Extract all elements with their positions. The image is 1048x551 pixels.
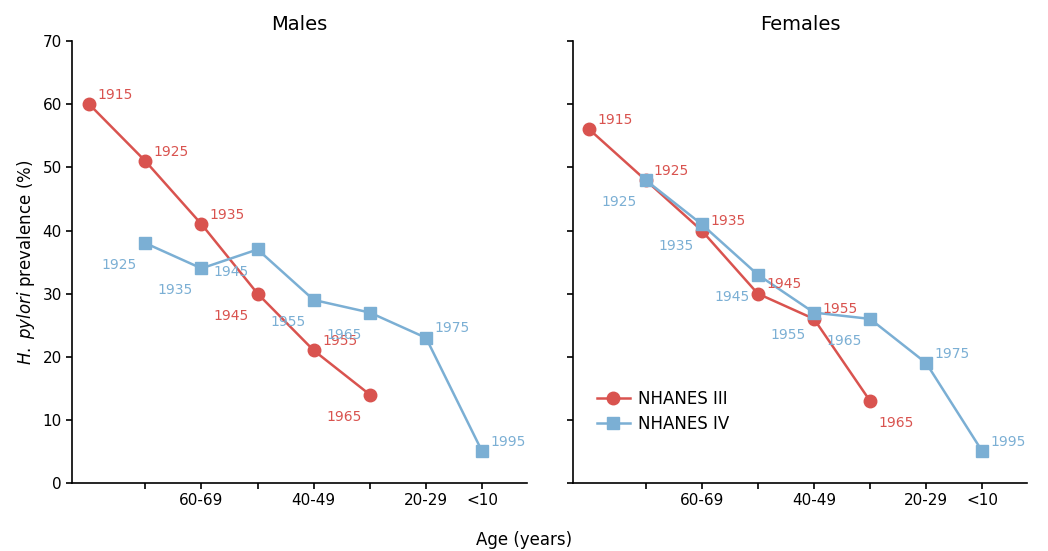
Text: 1945: 1945 [714,290,749,304]
Text: 1925: 1925 [602,195,637,209]
Text: 1995: 1995 [490,435,526,449]
Text: 1945: 1945 [214,264,249,279]
Text: 1955: 1955 [270,315,305,329]
Text: 1975: 1975 [435,321,470,336]
Text: 1965: 1965 [878,416,914,430]
Text: 1935: 1935 [658,239,693,253]
Text: 1915: 1915 [597,113,633,127]
Y-axis label: $\it{H.\ pylori}$ prevalence (%): $\it{H.\ pylori}$ prevalence (%) [15,159,37,365]
Text: 1955: 1955 [823,302,857,316]
Text: 1955: 1955 [770,328,806,342]
Title: Males: Males [271,15,328,34]
Text: 1925: 1925 [654,164,690,177]
Text: 1965: 1965 [326,328,362,342]
Text: 1935: 1935 [158,283,193,298]
Text: 1945: 1945 [214,309,249,323]
Title: Females: Females [760,15,840,34]
Text: 1935: 1935 [210,208,245,222]
Legend: NHANES III, NHANES IV: NHANES III, NHANES IV [590,383,736,439]
Text: 1945: 1945 [766,277,802,291]
Text: 1925: 1925 [102,258,137,272]
Text: 1975: 1975 [935,347,969,360]
Text: 1955: 1955 [322,334,357,348]
Text: 1915: 1915 [97,88,133,102]
Text: Age (years): Age (years) [476,532,572,549]
Text: 1965: 1965 [826,334,861,348]
Text: 1935: 1935 [711,214,745,228]
Text: 1925: 1925 [154,144,189,159]
Text: 1995: 1995 [990,435,1026,449]
Text: 1965: 1965 [326,410,362,424]
